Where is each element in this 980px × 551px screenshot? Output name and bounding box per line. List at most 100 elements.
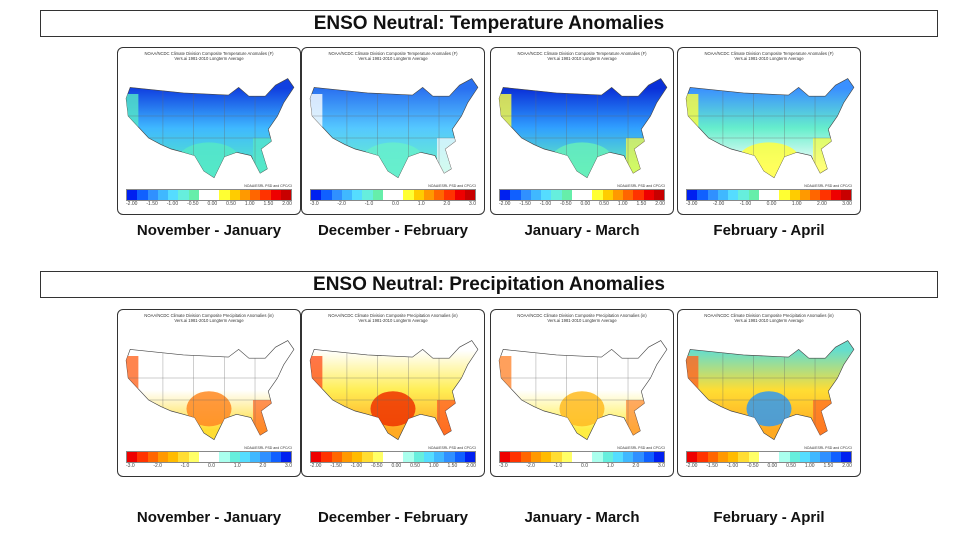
color-bar-swatch bbox=[541, 190, 552, 200]
color-bar-swatch bbox=[239, 452, 250, 462]
anomaly-hotspot bbox=[559, 391, 605, 427]
color-bar-swatch bbox=[413, 190, 424, 200]
color-bar-swatch bbox=[454, 452, 465, 462]
color-bar-swatch bbox=[728, 190, 739, 200]
map-credit: NOAA/ESRL PSD and CPC/CI bbox=[244, 446, 292, 450]
color-bar-swatch bbox=[198, 452, 209, 462]
tick-label: 0.00 bbox=[767, 463, 778, 469]
color-bar-swatch bbox=[157, 452, 168, 462]
period-label: January - March bbox=[524, 222, 640, 239]
tick-label: 3.0 bbox=[285, 463, 292, 469]
color-bar-swatch bbox=[454, 190, 465, 200]
color-bar-swatch bbox=[820, 190, 831, 200]
color-bar-swatch bbox=[687, 452, 698, 462]
color-bar-swatch bbox=[280, 452, 291, 462]
map-panel[interactable]: NOAA/NCDC Climate Division Composite Pre… bbox=[301, 309, 485, 477]
map-panel[interactable]: NOAA/NCDC Climate Division Composite Pre… bbox=[677, 309, 861, 477]
color-bar-swatch bbox=[157, 190, 168, 200]
west-coast-anomaly bbox=[126, 94, 139, 171]
color-bar-swatch bbox=[434, 452, 445, 462]
color-bar-swatch bbox=[372, 452, 383, 462]
color-bar-swatch bbox=[403, 190, 414, 200]
map-header-title: NOAA/NCDC Climate Division Composite Tem… bbox=[704, 51, 834, 56]
color-bar-swatch bbox=[697, 452, 708, 462]
color-bar-swatch bbox=[250, 190, 261, 200]
color-bar-swatch bbox=[311, 190, 322, 200]
color-bar-swatch bbox=[280, 190, 291, 200]
color-bar-swatch bbox=[738, 452, 749, 462]
color-bar-swatch bbox=[209, 452, 220, 462]
map-panel[interactable]: NOAA/NCDC Climate Division Composite Tem… bbox=[301, 47, 485, 215]
map-header: NOAA/NCDC Climate Division Composite Tem… bbox=[491, 51, 673, 61]
color-bar-swatch bbox=[551, 190, 562, 200]
color-bar-swatch bbox=[810, 452, 821, 462]
period-label: February - April bbox=[713, 222, 825, 239]
map-panel[interactable]: NOAA/NCDC Climate Division Composite Pre… bbox=[490, 309, 674, 477]
color-bar-swatch bbox=[799, 452, 810, 462]
map-header: NOAA/NCDC Climate Division Composite Tem… bbox=[302, 51, 484, 61]
color-bar-swatch bbox=[500, 452, 511, 462]
tick-label: -2.00 bbox=[126, 201, 138, 207]
map-panel[interactable]: NOAA/NCDC Climate Division Composite Tem… bbox=[117, 47, 301, 215]
map-credit: NOAA/ESRL PSD and CPC/CI bbox=[804, 184, 852, 188]
color-bar-ticks: -2.00 -1.50 -1.00 -0.50 0.00 0.50 1.00 1.50 2.00 bbox=[310, 463, 476, 469]
tick-label: 0.00 bbox=[207, 201, 218, 207]
color-bar-swatch bbox=[830, 452, 841, 462]
map-panel[interactable]: NOAA/NCDC Climate Division Composite Tem… bbox=[677, 47, 861, 215]
color-bar-swatch bbox=[738, 190, 749, 200]
map-header-title: NOAA/NCDC Climate Division Composite Tem… bbox=[328, 51, 458, 56]
color-bar-swatch bbox=[331, 190, 342, 200]
tick-label: 0.0 bbox=[392, 201, 399, 207]
color-bar-swatch bbox=[413, 452, 424, 462]
color-bar-swatch bbox=[728, 452, 739, 462]
tick-label: 1.00 bbox=[804, 463, 815, 469]
color-bar-swatch bbox=[707, 452, 718, 462]
us-anomaly-map bbox=[122, 334, 298, 444]
color-bar-ticks: -3.0 -2.0 -1.0 0.0 1.0 2.0 3.0 bbox=[499, 463, 665, 469]
color-bar bbox=[499, 451, 665, 463]
anomaly-hotspot bbox=[186, 391, 232, 427]
tick-label: 1.00 bbox=[617, 201, 628, 207]
color-bar-swatch bbox=[623, 452, 634, 462]
color-bar-swatch bbox=[643, 190, 654, 200]
tick-label: -2.00 bbox=[712, 201, 725, 207]
southeast-anomaly bbox=[252, 138, 274, 178]
tick-label: 2.0 bbox=[259, 463, 267, 469]
tick-label: 3.0 bbox=[469, 201, 476, 207]
color-bar-swatch bbox=[561, 190, 572, 200]
color-bar-swatch bbox=[779, 452, 790, 462]
map-header-title: NOAA/NCDC Climate Division Composite Tem… bbox=[144, 51, 274, 56]
tick-label: 2.00 bbox=[466, 463, 476, 469]
tick-label: 1.0 bbox=[233, 463, 241, 469]
color-bar-ticks: -2.00 -1.50 -1.00 -0.50 0.00 0.50 1.00 1.50 2.00 bbox=[686, 463, 852, 469]
map-header: NOAA/NCDC Climate Division Composite Tem… bbox=[678, 51, 860, 61]
color-bar-swatch bbox=[178, 190, 189, 200]
period-label: December - February bbox=[317, 509, 469, 526]
color-bar-swatch bbox=[799, 190, 810, 200]
color-bar bbox=[310, 189, 476, 201]
color-bar-swatch bbox=[137, 190, 148, 200]
tick-label: 0.0 bbox=[208, 463, 215, 469]
color-bar-swatch bbox=[219, 190, 230, 200]
color-bar-swatch bbox=[239, 190, 250, 200]
color-bar-swatch bbox=[127, 190, 138, 200]
color-bar-swatch bbox=[393, 190, 404, 200]
color-bar-swatch bbox=[352, 452, 363, 462]
color-bar-swatch bbox=[321, 190, 332, 200]
color-bar-ticks: -3.00 -2.00 -1.00 0.00 1.00 2.00 3.00 bbox=[686, 201, 852, 207]
anomaly-hotspot bbox=[738, 142, 800, 178]
color-bar-swatch bbox=[178, 452, 189, 462]
tick-label: 2.00 bbox=[842, 463, 852, 469]
west-coast-anomaly bbox=[310, 94, 323, 171]
map-panel[interactable]: NOAA/NCDC Climate Division Composite Tem… bbox=[490, 47, 674, 215]
southeast-anomaly bbox=[812, 138, 834, 178]
color-bar-swatch bbox=[434, 190, 445, 200]
color-bar-swatch bbox=[362, 452, 373, 462]
color-bar-swatch bbox=[551, 452, 562, 462]
map-panel[interactable]: NOAA/NCDC Climate Division Composite Pre… bbox=[117, 309, 301, 477]
map-header: NOAA/NCDC Climate Division Composite Pre… bbox=[302, 313, 484, 323]
map-header-title: NOAA/NCDC Climate Division Composite Pre… bbox=[328, 313, 458, 318]
color-bar-swatch bbox=[820, 452, 831, 462]
tick-label: 3.0 bbox=[658, 463, 665, 469]
color-bar-swatch bbox=[382, 190, 393, 200]
